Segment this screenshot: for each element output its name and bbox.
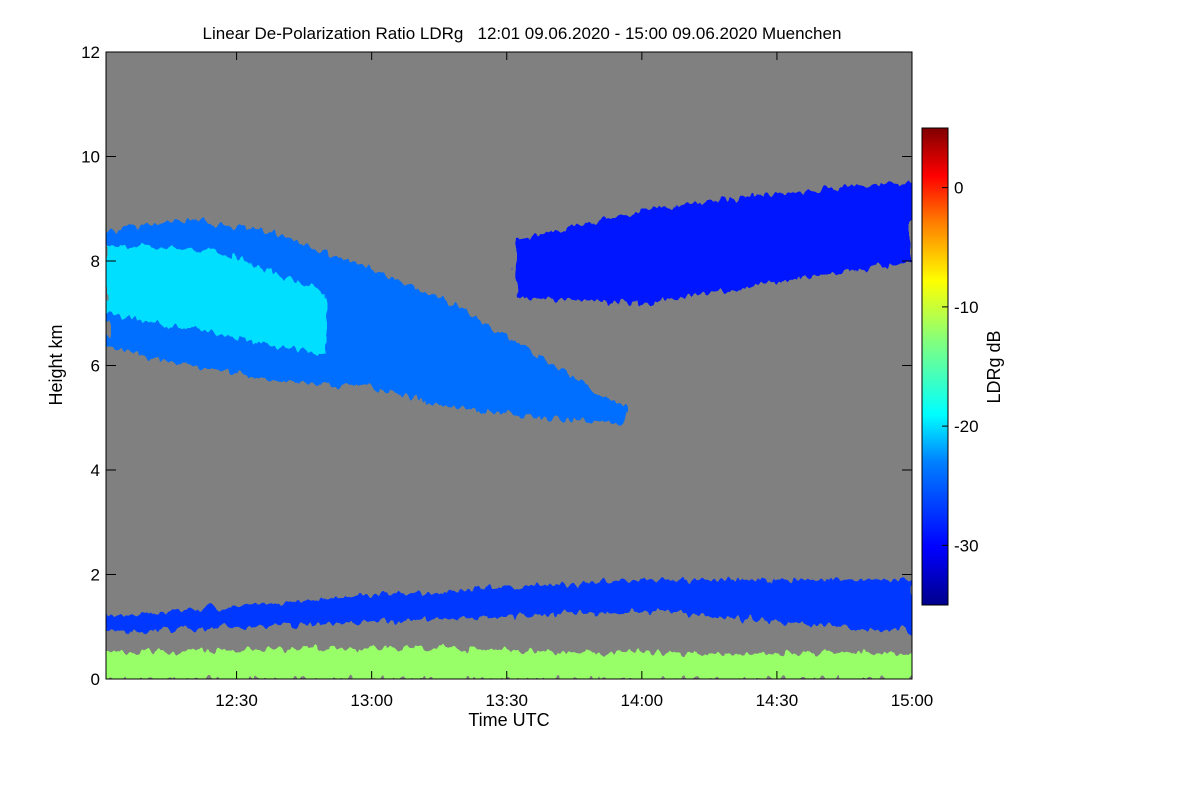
- y-tick-label: 2: [91, 566, 100, 585]
- feature-near-surface-aerosol: [106, 647, 912, 679]
- x-tick-label: 12:30: [215, 691, 258, 710]
- x-tick-label: 14:00: [621, 691, 664, 710]
- chart-title: Linear De-Polarization Ratio LDRg 12:01 …: [203, 24, 842, 43]
- feature-boundary-layer-top: [106, 579, 912, 632]
- y-tick-label: 8: [91, 252, 100, 271]
- x-axis-label: Time UTC: [468, 710, 549, 730]
- colorbar-tick-label: -10: [954, 298, 979, 317]
- colorbar-tick-label: -20: [954, 417, 979, 436]
- x-tick-label: 13:00: [350, 691, 393, 710]
- y-tick-label: 10: [81, 148, 100, 167]
- y-tick-label: 0: [91, 670, 100, 689]
- x-tick-label: 14:30: [756, 691, 799, 710]
- y-axis-label: Height km: [46, 324, 66, 405]
- y-tick-label: 4: [91, 461, 100, 480]
- x-tick-label: 13:30: [485, 691, 528, 710]
- x-tick-label: 15:00: [891, 691, 934, 710]
- x-axis-ticks: 12:30 13:00 13:30 14:00 14:30 15:00: [215, 52, 933, 710]
- y-tick-label: 12: [81, 43, 100, 62]
- colorbar-gradient: [921, 127, 949, 606]
- feature-cirrus-core: [106, 245, 327, 355]
- y-tick-label: 6: [91, 357, 100, 376]
- echo-features: [106, 182, 912, 679]
- colorbar-ticks: 0 -10 -20 -30: [942, 179, 979, 555]
- feature-cirrus-patches-upper: [515, 182, 912, 303]
- plot-area: 12:30 13:00 13:30 14:00 14:30 15:00 0 2 4 6 8 10 12: [81, 43, 933, 710]
- colorbar: 0 -10 -20 -30 LDRg dB: [921, 127, 1004, 606]
- colorbar-label: LDRg dB: [984, 330, 1004, 403]
- colorbar-tick-label: 0: [954, 179, 963, 198]
- y-axis-ticks: 0 2 4 6 8 10 12: [81, 43, 912, 689]
- colorbar-tick-label: -30: [954, 536, 979, 555]
